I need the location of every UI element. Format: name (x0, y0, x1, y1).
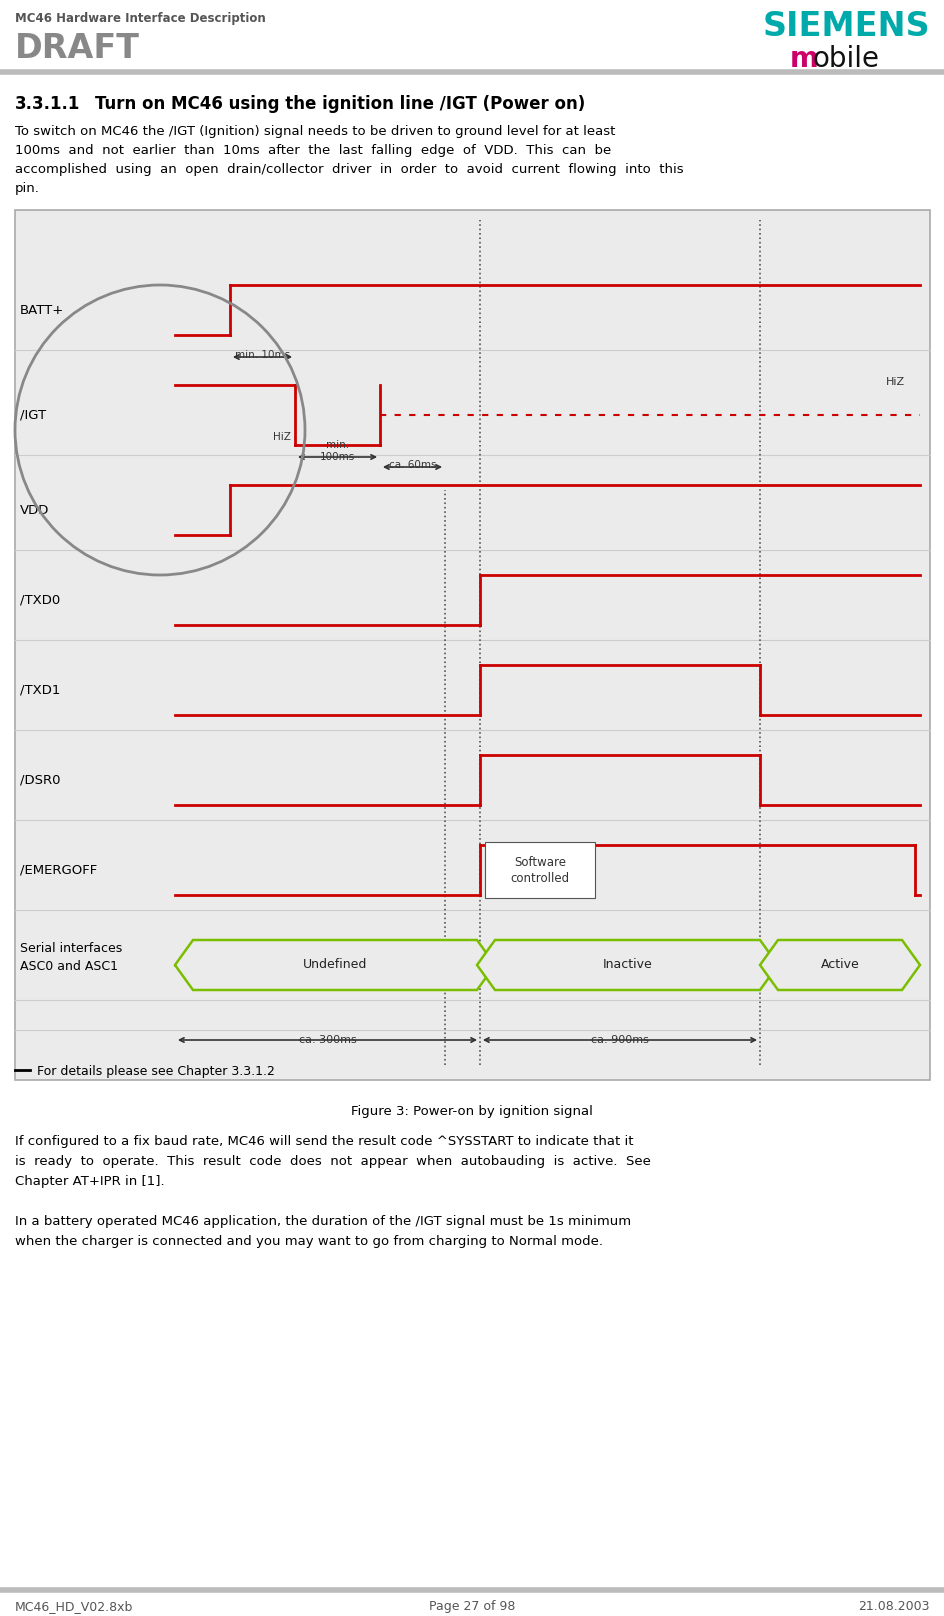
Bar (15, 210, 930, 1079)
Text: To switch on MC46 the /IGT (Ignition) signal needs to be driven to ground level : To switch on MC46 the /IGT (Ignition) si… (15, 124, 615, 137)
Text: Undefined: Undefined (303, 958, 367, 971)
Text: /IGT: /IGT (20, 409, 46, 422)
Text: SIEMENS: SIEMENS (763, 10, 930, 44)
Text: MC46_HD_V02.8xb: MC46_HD_V02.8xb (15, 1600, 133, 1613)
Text: DRAFT: DRAFT (15, 32, 140, 65)
Text: m: m (790, 45, 818, 73)
Text: Active: Active (820, 958, 859, 971)
Polygon shape (477, 941, 778, 991)
Text: /DSR0: /DSR0 (20, 774, 60, 787)
Text: ca. 900ms: ca. 900ms (591, 1034, 649, 1046)
Text: obile: obile (813, 45, 880, 73)
Text: 100ms  and  not  earlier  than  10ms  after  the  last  falling  edge  of  VDD. : 100ms and not earlier than 10ms after th… (15, 144, 612, 157)
Text: pin.: pin. (15, 183, 40, 196)
Text: In a battery operated MC46 application, the duration of the /IGT signal must be : In a battery operated MC46 application, … (15, 1215, 632, 1228)
Text: /TXD0: /TXD0 (20, 593, 60, 606)
Text: Serial interfaces
ASC0 and ASC1: Serial interfaces ASC0 and ASC1 (20, 942, 123, 973)
Text: Figure 3: Power-on by ignition signal: Figure 3: Power-on by ignition signal (351, 1105, 593, 1118)
Text: min.
100ms: min. 100ms (320, 441, 355, 462)
Text: Inactive: Inactive (602, 958, 652, 971)
Text: BATT+: BATT+ (20, 304, 64, 317)
Text: If configured to a fix baud rate, MC46 will send the result code ^SYSSTART to in: If configured to a fix baud rate, MC46 w… (15, 1134, 633, 1147)
Text: is  ready  to  operate.  This  result  code  does  not  appear  when  autobaudin: is ready to operate. This result code do… (15, 1155, 650, 1168)
Text: /TXD1: /TXD1 (20, 684, 60, 696)
Text: Turn on MC46 using the ignition line /IGT (Power on): Turn on MC46 using the ignition line /IG… (95, 95, 585, 113)
Text: Chapter AT+IPR in [1].: Chapter AT+IPR in [1]. (15, 1175, 164, 1188)
Polygon shape (760, 941, 920, 991)
Text: 3.3.1.1: 3.3.1.1 (15, 95, 80, 113)
Text: HiZ: HiZ (885, 377, 905, 386)
Polygon shape (175, 941, 495, 991)
Text: Software
controlled: Software controlled (511, 855, 569, 884)
FancyBboxPatch shape (485, 842, 595, 898)
Text: MC46 Hardware Interface Description: MC46 Hardware Interface Description (15, 11, 266, 24)
Text: when the charger is connected and you may want to go from charging to Normal mod: when the charger is connected and you ma… (15, 1235, 603, 1248)
Text: Page 27 of 98: Page 27 of 98 (429, 1600, 515, 1613)
Text: VDD: VDD (20, 504, 49, 517)
Text: HiZ: HiZ (273, 431, 291, 443)
Text: ca. 60ms: ca. 60ms (389, 461, 436, 470)
Text: For details please see Chapter 3.3.1.2: For details please see Chapter 3.3.1.2 (37, 1065, 275, 1078)
Text: /EMERGOFF: /EMERGOFF (20, 863, 97, 876)
Text: ca. 300ms: ca. 300ms (298, 1034, 357, 1046)
Text: min. 10ms: min. 10ms (235, 351, 290, 360)
Text: accomplished  using  an  open  drain/collector  driver  in  order  to  avoid  cu: accomplished using an open drain/collect… (15, 163, 683, 176)
Text: 21.08.2003: 21.08.2003 (858, 1600, 930, 1613)
